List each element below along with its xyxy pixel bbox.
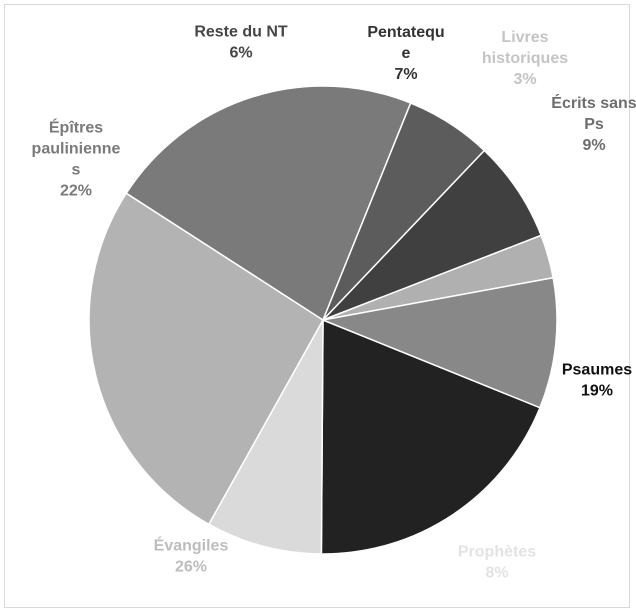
data-label-category: Prophètes	[458, 544, 536, 561]
data-label-category: Livres	[501, 29, 548, 46]
data-label-category: Pentatequ	[367, 24, 444, 41]
pie-slice-3	[125, 85, 412, 322]
data-label-value: 19%	[581, 383, 613, 400]
pie-slice-5	[322, 149, 543, 321]
data-label-category: Ps	[584, 116, 604, 133]
data-label-value: 22%	[60, 183, 92, 200]
data-label-value: 3%	[513, 71, 536, 88]
data-label-category: s	[72, 162, 81, 179]
data-label-category: Épîtres	[49, 118, 103, 137]
data-label-4: Reste du NT 6%	[194, 24, 288, 62]
data-label-value: 7%	[394, 66, 417, 83]
data-label-value: 26%	[175, 559, 207, 576]
data-label-category: historiques	[482, 50, 568, 67]
data-label-value: 9%	[582, 137, 605, 154]
data-label-3: Épîtres paulinienne s 22%	[32, 118, 121, 200]
pie-slice-0	[320, 318, 541, 555]
data-label-0: Psaumes 19%	[562, 362, 632, 400]
data-label-7: Écrits sans Ps 9%	[551, 93, 636, 154]
data-label-category: paulinienne	[32, 141, 121, 158]
pie-slice-2	[88, 192, 324, 526]
data-label-2: Évangiles 26%	[154, 536, 229, 576]
data-label-5: Pentatequ e 7%	[367, 24, 444, 83]
pie-slices	[88, 85, 558, 555]
data-label-category: Évangiles	[154, 536, 229, 555]
data-label-category: Écrits sans	[551, 93, 636, 112]
data-label-category: Reste du NT	[194, 24, 288, 41]
pie-labels: Psaumes 19% Prophètes 8% Évangiles 26% Épîtres…	[32, 24, 636, 582]
pie-slice-7	[320, 276, 558, 409]
data-label-value: 8%	[485, 565, 508, 582]
data-label-value: 6%	[229, 45, 252, 62]
data-label-category: e	[402, 45, 411, 62]
pie-slice-1	[207, 319, 324, 555]
data-label-1: Prophètes 8%	[458, 544, 536, 582]
data-label-6: Livres historiques 3%	[482, 29, 568, 88]
data-label-category: Psaumes	[562, 362, 632, 379]
